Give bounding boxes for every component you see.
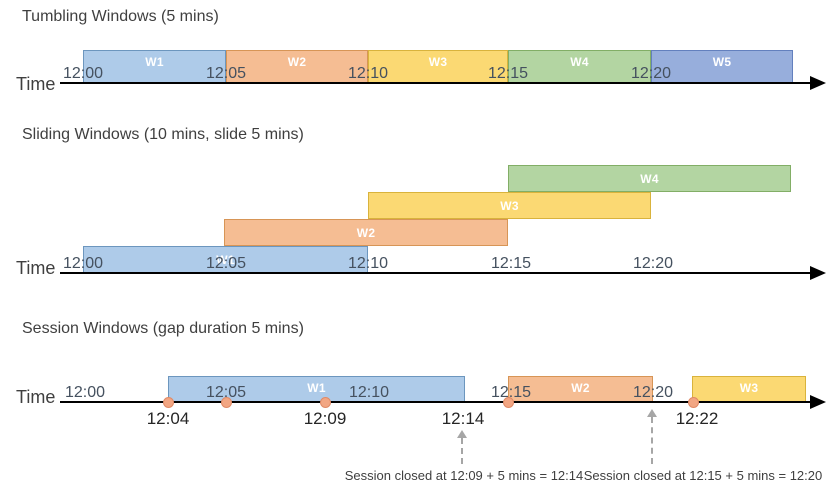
tumbling-window-w1: W1 bbox=[83, 50, 226, 83]
sliding-windows-title: Sliding Windows (10 mins, slide 5 mins) bbox=[22, 126, 304, 143]
session-closed-annotation-2: Session closed at 12:15 + 5 mins = 12:20 bbox=[583, 468, 823, 483]
session-closed-annotation-1: Session closed at 12:09 + 5 mins = 12:14 bbox=[344, 468, 584, 483]
event-dot bbox=[163, 397, 174, 408]
tick-1220: 12:20 bbox=[630, 65, 672, 82]
sliding-window-w2: W2 bbox=[224, 219, 508, 246]
event-dot bbox=[688, 397, 699, 408]
event-time-1209: 12:09 bbox=[303, 409, 347, 428]
event-time-1204: 12:04 bbox=[146, 409, 190, 428]
tick-1220: 12:20 bbox=[632, 255, 674, 272]
time-axis-arrowhead-icon bbox=[810, 76, 826, 90]
tick-1215: 12:15 bbox=[490, 255, 532, 272]
window-label: W3 bbox=[428, 55, 448, 69]
window-label: W2 bbox=[571, 381, 590, 395]
event-time-1214: 12:14 bbox=[441, 409, 485, 428]
event-dot bbox=[320, 397, 331, 408]
tick-1200: 12:00 bbox=[62, 65, 104, 82]
window-label: W1 bbox=[307, 381, 326, 395]
tick-1215: 12:15 bbox=[490, 384, 532, 401]
time-axis bbox=[60, 272, 812, 274]
event-time-1222: 12:22 bbox=[675, 409, 719, 428]
tumbling-windows-title: Tumbling Windows (5 mins) bbox=[22, 8, 219, 25]
window-label: W3 bbox=[739, 381, 759, 395]
time-axis-title: Time bbox=[16, 387, 56, 407]
session-window-w1: W1 bbox=[168, 376, 465, 402]
window-label: W4 bbox=[570, 55, 589, 69]
time-axis-arrowhead-icon bbox=[810, 395, 826, 409]
time-axis bbox=[60, 401, 812, 403]
session-windows-title: Session Windows (gap duration 5 mins) bbox=[22, 320, 304, 337]
annotation-arrow-line bbox=[651, 417, 653, 464]
annotation-up-arrowhead-icon bbox=[457, 430, 467, 438]
time-axis-arrowhead-icon bbox=[810, 266, 826, 280]
tumbling-window-w4: W4 bbox=[508, 50, 651, 83]
window-label: W4 bbox=[640, 171, 659, 186]
time-axis-title: Time bbox=[16, 74, 56, 94]
time-axis-title: Time bbox=[16, 258, 56, 278]
window-label: W2 bbox=[287, 55, 307, 69]
event-dot bbox=[503, 397, 514, 408]
tick-1210: 12:10 bbox=[348, 384, 390, 401]
tick-1200: 12:00 bbox=[64, 384, 106, 401]
tumbling-window-w5: W5 bbox=[651, 50, 793, 83]
session-window-w3: W3 bbox=[692, 376, 806, 402]
window-label: W5 bbox=[712, 55, 732, 69]
event-dot bbox=[221, 397, 232, 408]
window-label: W2 bbox=[356, 225, 376, 240]
annotation-up-arrowhead-icon bbox=[647, 409, 657, 417]
tick-1205: 12:05 bbox=[205, 65, 247, 82]
tick-1205: 12:05 bbox=[205, 384, 247, 401]
time-axis bbox=[60, 82, 812, 84]
tumbling-window-w3: W3 bbox=[368, 50, 508, 83]
sliding-window-w4: W4 bbox=[508, 165, 791, 192]
tick-1205: 12:05 bbox=[205, 255, 247, 272]
tumbling-window-w2: W2 bbox=[226, 50, 368, 83]
annotation-arrow-line bbox=[461, 438, 463, 464]
tick-1220: 12:20 bbox=[632, 384, 674, 401]
tick-1215: 12:15 bbox=[487, 65, 529, 82]
window-label: W3 bbox=[500, 198, 519, 213]
tick-1210: 12:10 bbox=[347, 65, 389, 82]
sliding-window-w3: W3 bbox=[368, 192, 651, 219]
tick-1200: 12:00 bbox=[62, 255, 104, 272]
tick-1210: 12:10 bbox=[347, 255, 389, 272]
window-label: W1 bbox=[145, 55, 164, 69]
window-label: W1 bbox=[216, 252, 235, 267]
